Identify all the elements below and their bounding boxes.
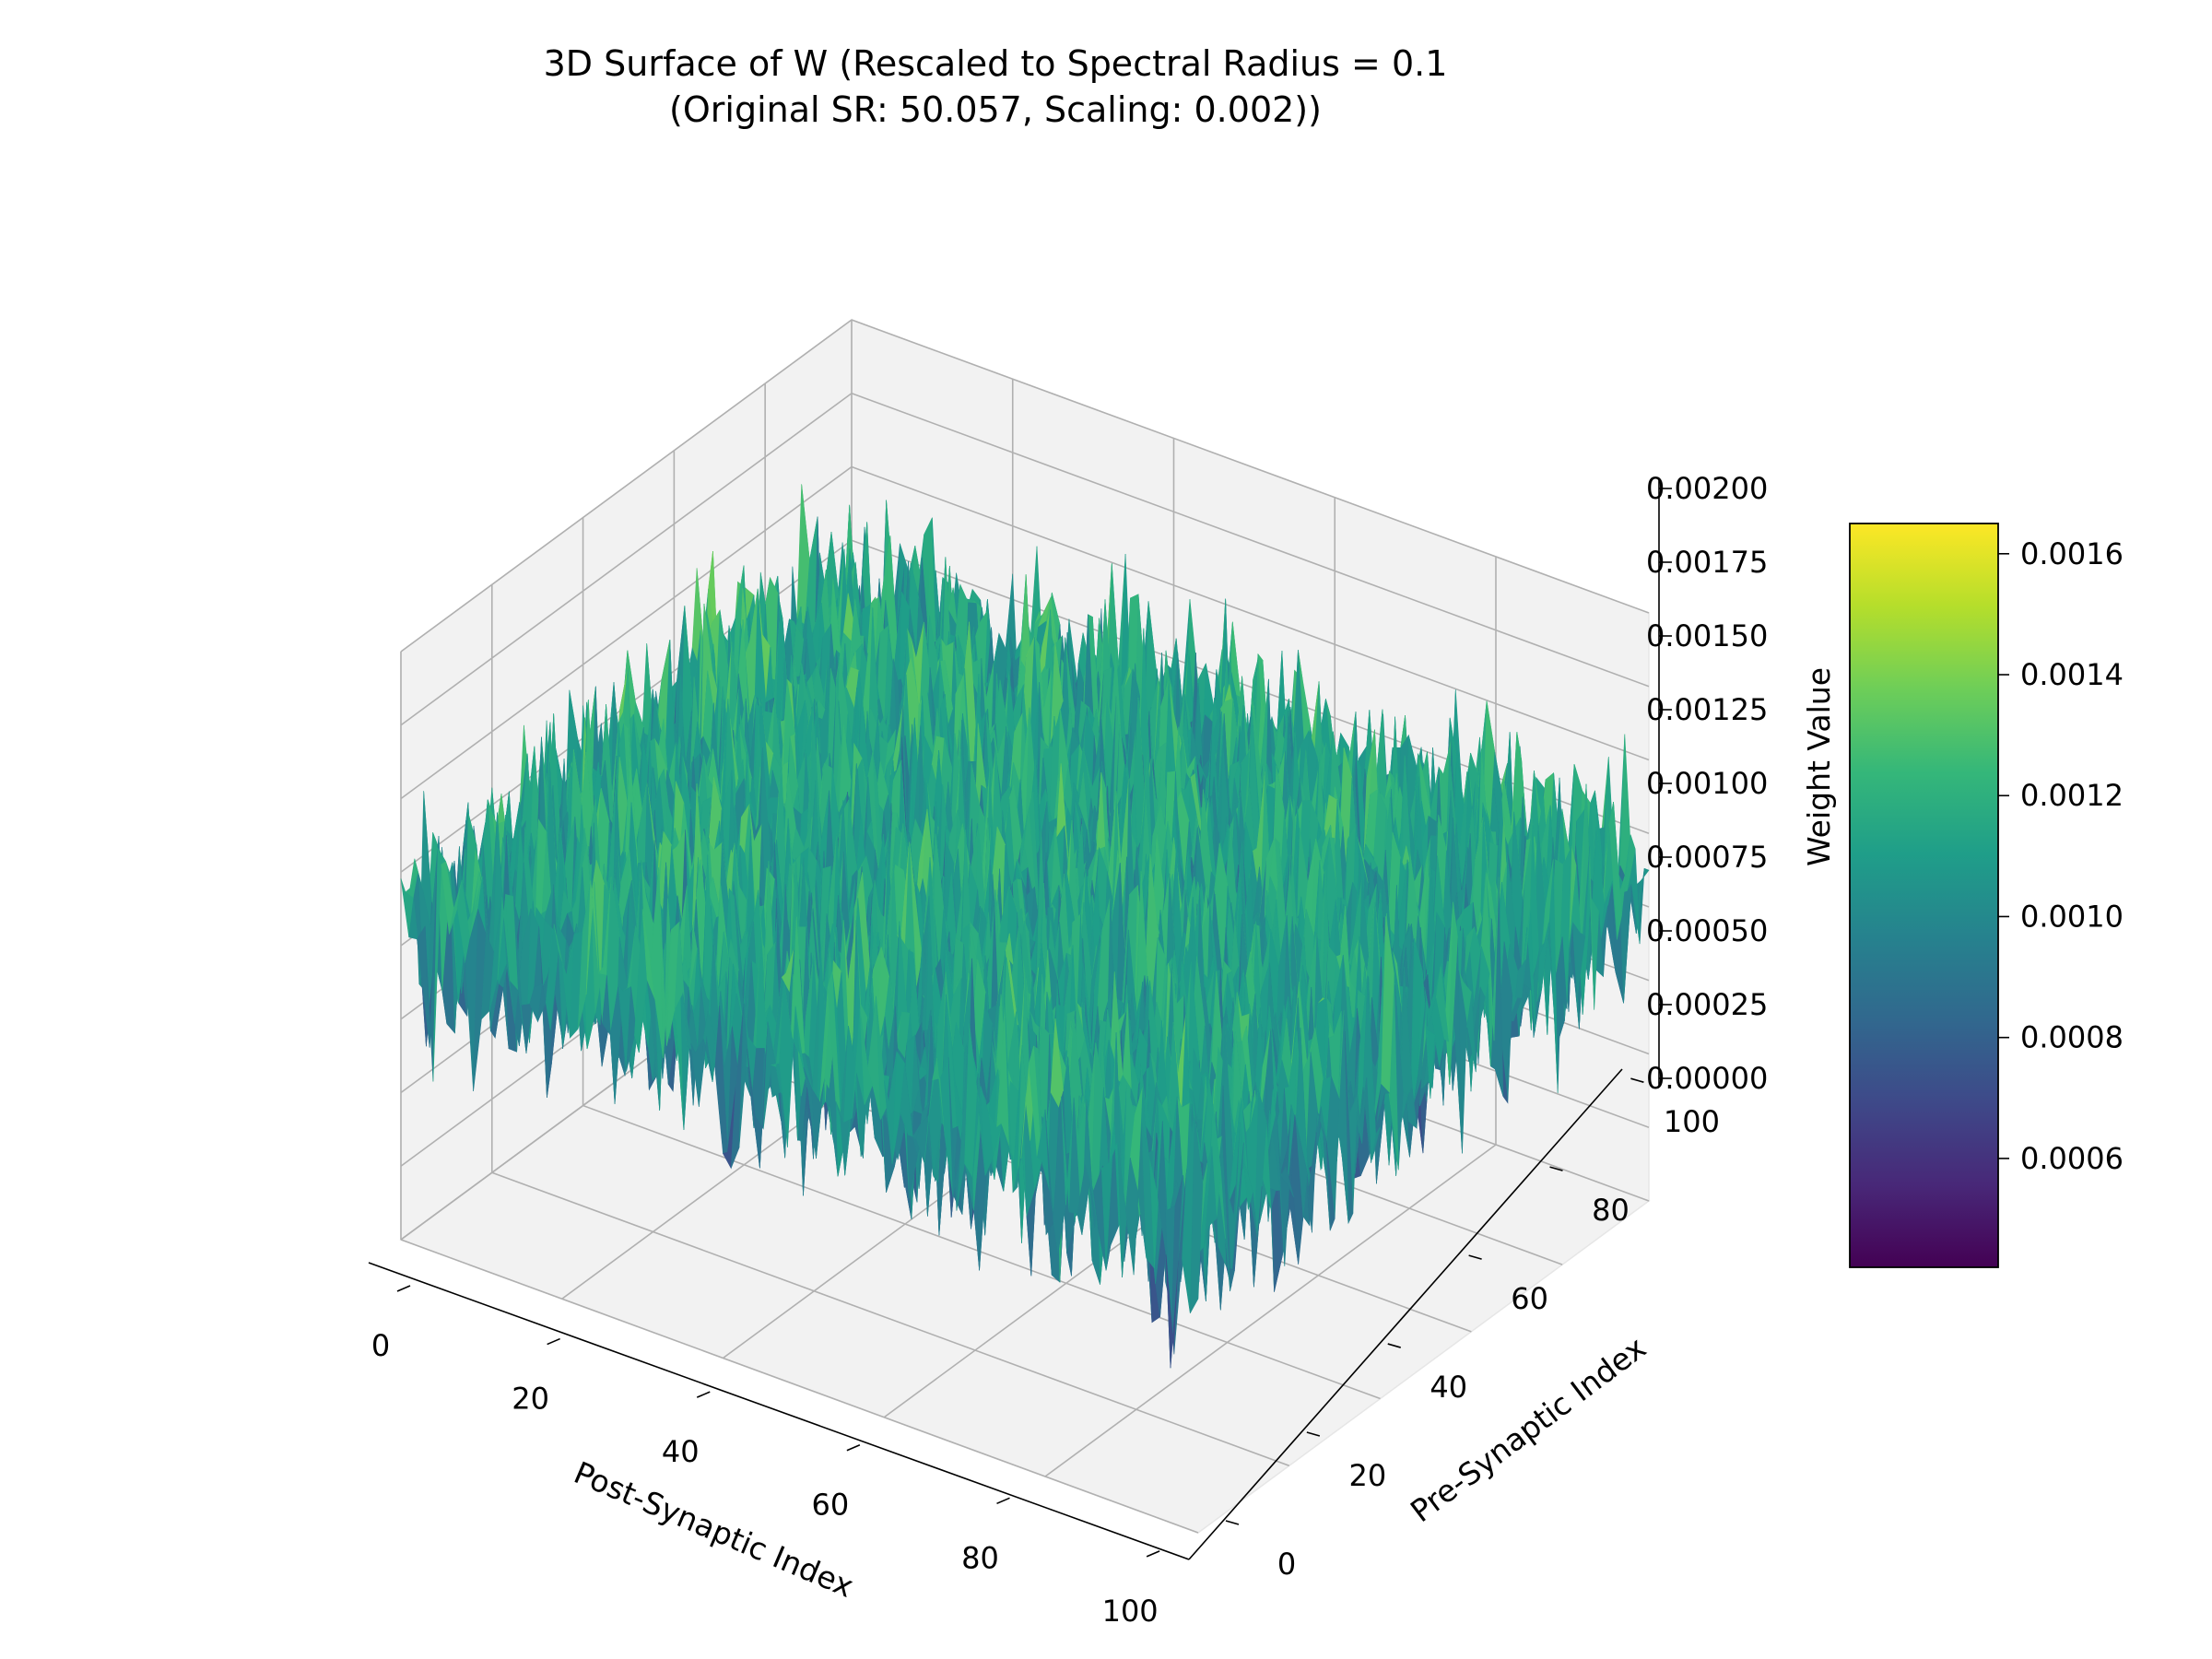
gridline-z-back xyxy=(851,319,1650,614)
surface-plot xyxy=(400,484,1650,1369)
gridline-y-floor xyxy=(582,1104,1381,1400)
gridline-y-floor xyxy=(491,1171,1290,1467)
gridline-z-left xyxy=(400,465,853,800)
gridline-z-left xyxy=(400,319,853,653)
gridline-z-back xyxy=(851,392,1650,688)
gridline-y-floor xyxy=(400,1239,1199,1534)
chart-title-line-2: (Original SR: 50.057, Scaling: 0.002)) xyxy=(669,89,1322,130)
chart-title-line-1: 3D Surface of W (Rescaled to Spectral Ra… xyxy=(544,43,1448,84)
gridline-z-left xyxy=(400,393,853,726)
chart-title: 3D Surface of W (Rescaled to Spectral Ra… xyxy=(544,43,1448,130)
gridline-z-back xyxy=(851,465,1650,761)
gridline-x-floor xyxy=(1044,1144,1497,1477)
